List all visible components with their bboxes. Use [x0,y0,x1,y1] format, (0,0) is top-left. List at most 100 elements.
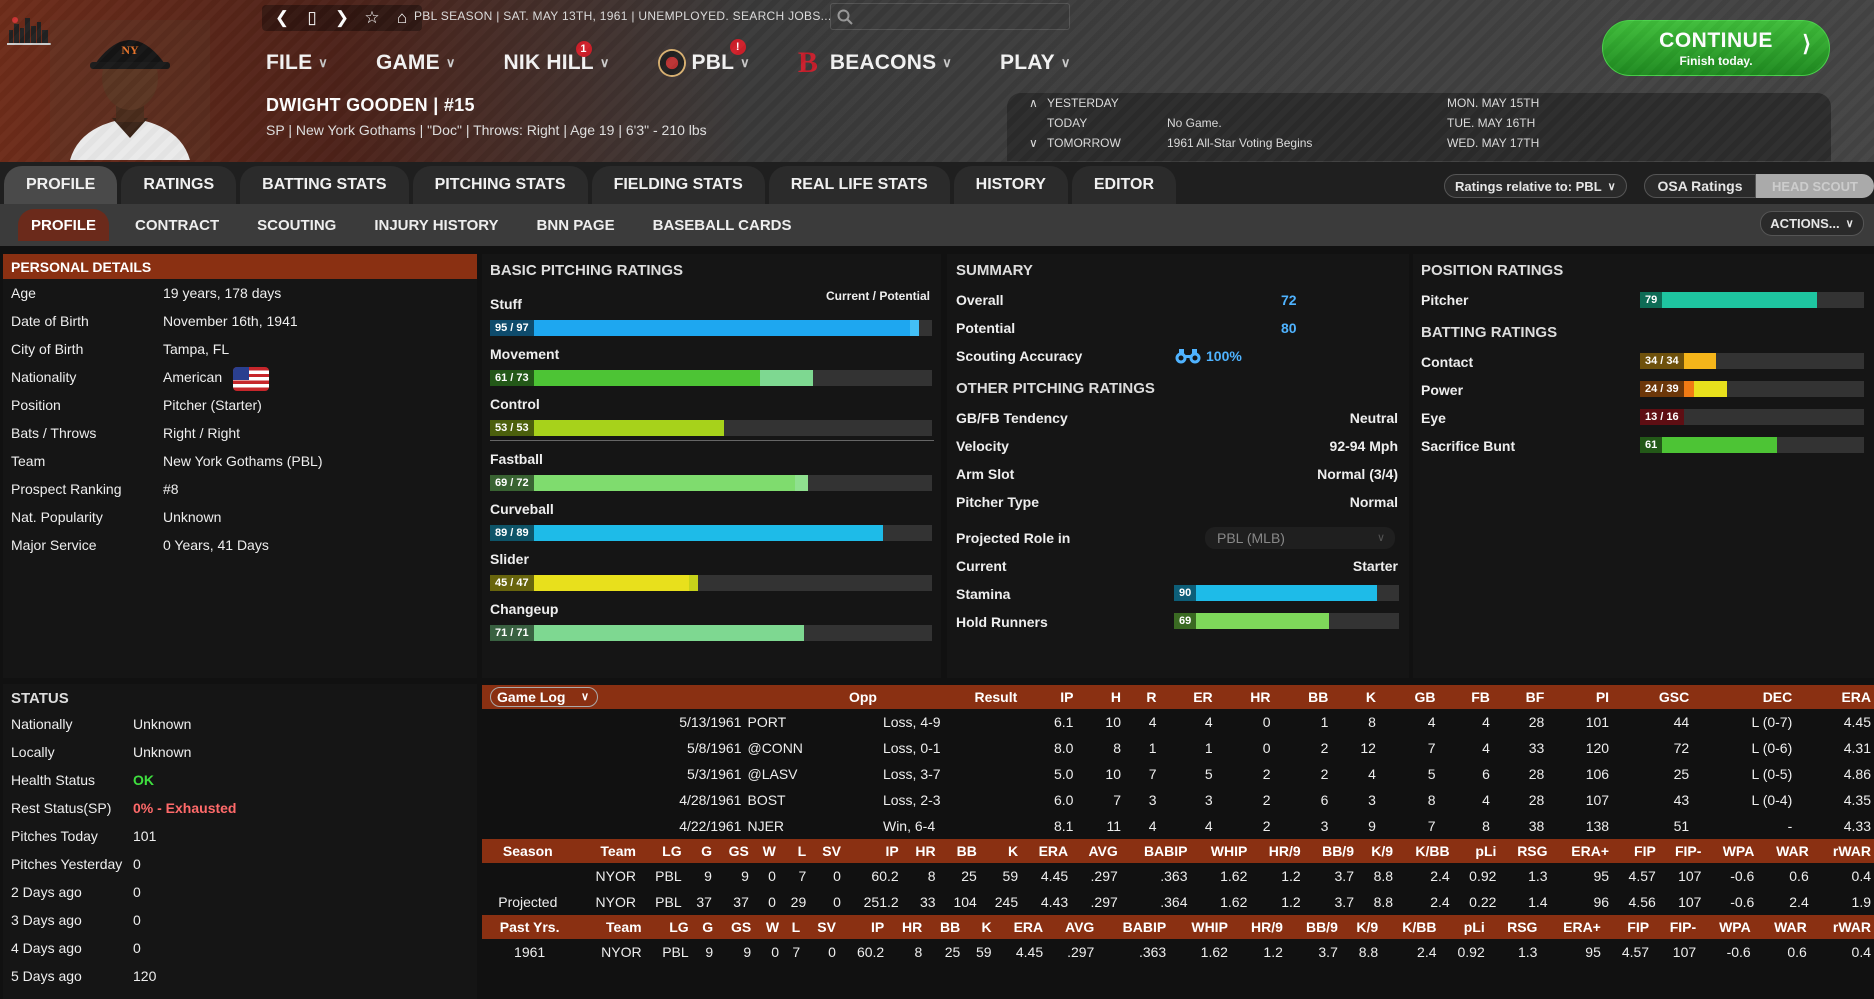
stat-col-header[interactable]: ERA+ [1550,839,1613,863]
season-row[interactable]: NYOR PBL 9 9 0 7 0 60.2 8 25 59 4.45 .297 .363 1.62 1.2… [482,863,1874,889]
stat-col-header[interactable]: LG [644,915,692,939]
game-log-col-header[interactable]: K [1331,685,1379,709]
search-input[interactable] [859,9,1059,24]
subtab-bnn-page[interactable]: BNN PAGE [536,216,615,234]
stat-col-header[interactable]: K/9 [1340,915,1382,939]
game-log-col-header[interactable]: ERA [1795,685,1874,709]
stat-col-header[interactable]: WAR [1757,839,1812,863]
stat-col-header[interactable]: AVG [1071,839,1121,863]
page-icon[interactable]: ▯ [307,8,317,27]
past-row[interactable]: 1961 NYOR PBL 9 9 0 7 0 60.2 8 25 59 4.45.297.363 1.6… [482,939,1874,965]
stat-col-header[interactable]: BB [925,915,964,939]
game-log-col-header[interactable]: DEC [1692,685,1796,709]
stat-col-header[interactable]: IP [843,839,902,863]
subtab-injury-history[interactable]: INJURY HISTORY [374,216,499,234]
game-log-col-header[interactable]: GSC [1612,685,1693,709]
stat-col-header[interactable]: BB/9 [1285,915,1341,939]
stat-col-header[interactable]: Past Yrs. [482,915,578,939]
calendar-row[interactable]: ∨ TOMORROW 1961 All-Star Voting Begins W… [1007,136,1831,156]
stat-col-header[interactable]: ERA [1021,839,1072,863]
stat-col-header[interactable]: FIP- [1658,839,1705,863]
menu-team[interactable]: B BEACONS ∨ [798,48,952,78]
stat-col-header[interactable]: HR [887,915,926,939]
back-icon[interactable]: ❮ [274,8,290,27]
tab-editor[interactable]: EDITOR [1071,166,1177,204]
subtab-profile[interactable]: PROFILE [18,209,110,241]
game-log-col-header[interactable]: H [1076,685,1124,709]
stat-col-header[interactable]: FIP [1612,839,1659,863]
stat-col-header[interactable]: W [751,839,779,863]
tab-batting-stats[interactable]: BATTING STATS [240,166,409,204]
game-log-col-header[interactable]: FB [1438,685,1493,709]
head-scout-toggle[interactable]: HEAD SCOUT [1756,174,1874,198]
stat-col-header[interactable]: GS [714,839,752,863]
game-log-col-header[interactable]: Opp [744,685,880,709]
calendar-row[interactable]: TODAY No Game. TUE. MAY 16TH [1007,116,1831,136]
season-row[interactable]: Projected NYOR PBL 37 37 0 29 0 251.2 33 104 245 4.4… [482,889,1874,915]
game-log-col-header[interactable]: Result [879,685,1021,709]
stat-col-header[interactable]: SV [809,839,844,863]
tab-history[interactable]: HISTORY [953,166,1068,204]
ratings-relative-select[interactable]: Ratings relative to: PBL ∨ [1444,174,1627,198]
forward-icon[interactable]: ❯ [334,8,350,27]
projected-role-select[interactable]: PBL (MLB) ∨ [1205,527,1395,549]
arrow-down-icon[interactable]: ∨ [1029,136,1038,150]
city-skyline-logo[interactable] [5,10,55,50]
stat-col-header[interactable]: K/BB [1381,915,1440,939]
menu-play[interactable]: PLAY ∨ [1000,51,1071,75]
stat-col-header[interactable]: L [778,839,810,863]
star-icon[interactable]: ☆ [364,8,380,27]
subtab-contract[interactable]: CONTRACT [135,216,220,234]
tab-real-life-stats[interactable]: REAL LIFE STATS [768,166,950,204]
stat-col-header[interactable]: ERA+ [1540,915,1604,939]
game-log-col-header[interactable]: BF [1492,685,1548,709]
stat-col-header[interactable]: K [963,915,995,939]
stat-col-header[interactable]: K [979,839,1022,863]
tab-profile[interactable]: PROFILE [4,166,118,204]
stat-col-header[interactable]: WHIP [1169,915,1231,939]
stat-col-header[interactable]: ERA [994,915,1047,939]
stat-col-header[interactable]: BABIP [1120,839,1191,863]
menu-manager[interactable]: NIK HILL ∨ 1 [504,41,610,75]
stat-col-header[interactable]: WPA [1704,839,1758,863]
stat-col-header[interactable]: BB/9 [1303,839,1357,863]
continue-button[interactable]: CONTINUE Finish today. ⟩ [1602,20,1830,76]
subtab-scouting[interactable]: SCOUTING [257,216,337,234]
game-log-row[interactable]: 5/13/1961 PORT Loss, 4-9 6.1 10 4 4 0 1 8 4 4 28 101 4… [482,709,1874,735]
home-icon[interactable]: ⌂ [396,8,408,27]
stat-col-header[interactable]: IP [838,915,888,939]
stat-col-header[interactable]: G [691,915,717,939]
game-log-col-header[interactable]: BB [1273,685,1332,709]
stat-col-header[interactable]: pLi [1439,915,1488,939]
game-log-col-header[interactable]: IP [1020,685,1077,709]
game-log-col-header[interactable]: PI [1547,685,1613,709]
calendar-row[interactable]: ∧ YESTERDAY MON. MAY 15TH [1007,96,1831,116]
stat-col-header[interactable]: WHIP [1190,839,1251,863]
stat-col-header[interactable]: K/BB [1396,839,1453,863]
stat-col-header[interactable]: rWAR [1811,839,1874,863]
osa-ratings-toggle[interactable]: OSA Ratings [1644,174,1756,198]
subtab-baseball-cards[interactable]: BASEBALL CARDS [652,216,792,234]
menu-file[interactable]: FILE ∨ [266,51,328,75]
stat-col-header[interactable]: Team [577,915,645,939]
game-log-col-header[interactable]: HR [1215,685,1274,709]
stat-col-header[interactable]: RSG [1499,839,1551,863]
stat-col-header[interactable]: W [754,915,783,939]
game-log-row[interactable]: 4/22/1961 NJER Win, 6-4 8.1 11 4 4 2 3 9 7 8 38 138 51… [482,813,1874,839]
stat-col-header[interactable]: G [684,839,715,863]
game-log-row[interactable]: 5/8/1961 @CONN Loss, 0-1 8.0 8 1 1 0 2 12 7 4 33 120 7… [482,735,1874,761]
stat-col-header[interactable]: rWAR [1809,915,1874,939]
stat-col-header[interactable]: LG [638,839,685,863]
game-log-row[interactable]: 5/3/1961 @LASV Loss, 3-7 5.0 10 7 5 2 2 4 5 6 28 106 2… [482,761,1874,787]
game-log-col-header[interactable]: GB [1378,685,1439,709]
stat-col-header[interactable]: pLi [1452,839,1500,863]
tab-pitching-stats[interactable]: PITCHING STATS [412,166,588,204]
menu-game[interactable]: GAME ∨ [376,51,456,75]
stat-col-header[interactable]: SV [803,915,839,939]
game-log-select[interactable]: Game Log ∨ [490,687,598,707]
menu-league[interactable]: PBL ∨! [657,39,750,77]
stat-col-header[interactable]: WPA [1699,915,1754,939]
stat-col-header[interactable]: BB [938,839,980,863]
stat-col-header[interactable]: FIP [1603,915,1653,939]
breadcrumb[interactable]: PBL SEASON | SAT. MAY 13TH, 1961 | UNEMP… [414,9,832,23]
